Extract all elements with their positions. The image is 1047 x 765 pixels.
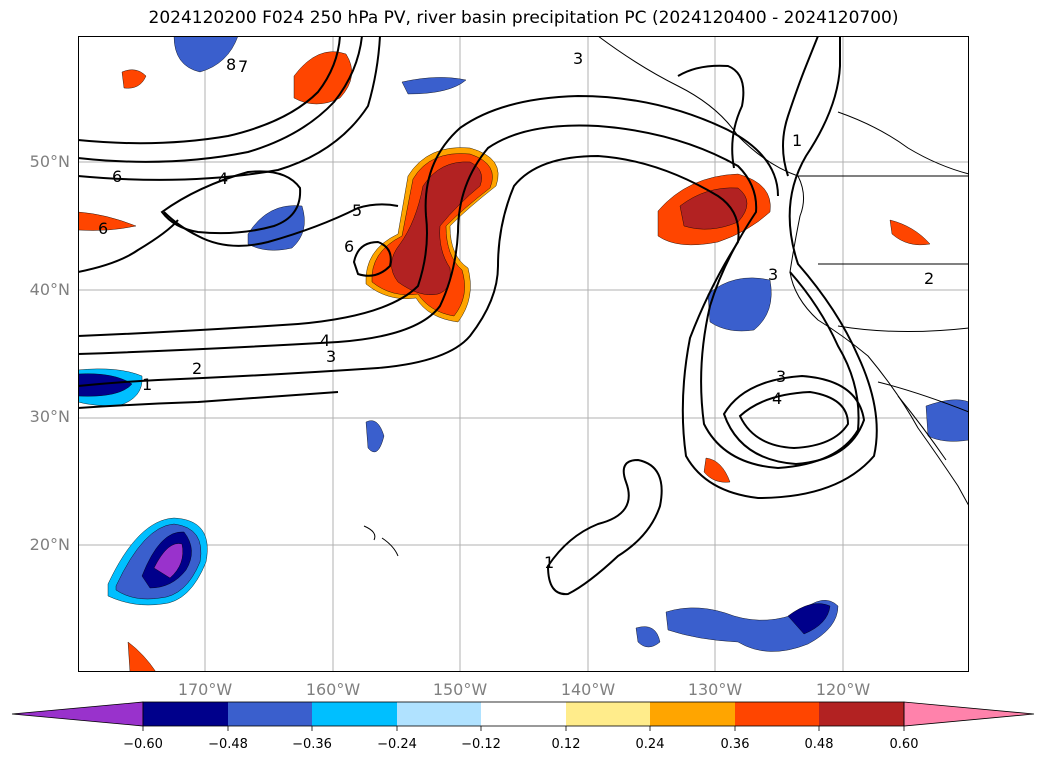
colorbar-segment — [312, 702, 397, 726]
lat-label-20n: 20°N — [29, 535, 70, 554]
contour-label: 3 — [573, 49, 583, 68]
contour-label: 2 — [192, 359, 202, 378]
colorbar-tick-label: 0.36 — [720, 737, 750, 752]
colorbar-tick-label: 0.48 — [804, 737, 834, 752]
contour-label: 1 — [142, 375, 152, 394]
negative-patch-south-east — [665, 600, 839, 652]
contour-label: 6 — [112, 167, 122, 186]
positive-patch-small-1 — [121, 69, 147, 89]
map-title: 2024120200 F024 250 hPa PV, river basin … — [148, 8, 899, 28]
negative-patch-north — [173, 36, 239, 73]
contour-label: 4 — [320, 331, 330, 350]
colorbar-tick-label: 0.24 — [635, 737, 665, 752]
colorbar-tick-label: −0.12 — [461, 737, 501, 752]
colorbar-tick-label: −0.60 — [123, 737, 163, 752]
contour-label: 4 — [218, 169, 228, 188]
contour-label: 2 — [924, 269, 934, 288]
contour-label: 1 — [544, 553, 554, 572]
colorbar-extend-low — [11, 701, 144, 727]
contour-label: 3 — [768, 265, 778, 284]
negative-patch-alaska — [401, 77, 467, 95]
contour-label: 7 — [238, 57, 248, 76]
colorbar-segment — [481, 702, 566, 726]
colorbar-tick-label: 0.60 — [889, 737, 919, 752]
colorbar-segment — [228, 702, 312, 726]
map-canvas: 3 8 7 6 4 5 6 6 1 2 4 3 1 3 4 3 2 1 — [78, 36, 969, 672]
negative-patch-california — [707, 277, 772, 332]
coastlines — [363, 36, 969, 557]
contour-label: 5 — [352, 201, 362, 220]
contour-label: 8 — [226, 55, 236, 74]
map-plot-area: 3 8 7 6 4 5 6 6 1 2 4 3 1 3 4 3 2 1 — [78, 36, 969, 672]
negative-patch-south-small — [635, 626, 661, 648]
positive-patch-gulf-alaska — [293, 51, 352, 105]
lon-label-130w: 130°W — [687, 680, 743, 699]
negative-patch-hawaii-north — [365, 420, 385, 453]
lon-label-140w: 140°W — [560, 680, 616, 699]
colorbar-segment — [735, 702, 819, 726]
positive-patch-small-2 — [78, 211, 137, 231]
lat-label-40n: 40°N — [29, 280, 70, 299]
colorbar-tick-label: −0.24 — [377, 737, 417, 752]
positive-patch-small-3 — [889, 219, 931, 246]
lon-label-170w: 170°W — [177, 680, 233, 699]
colorbar-tick-label: −0.36 — [292, 737, 332, 752]
colorbar-segment — [819, 702, 904, 726]
contour-label: 4 — [772, 389, 782, 408]
colorbar-segment — [650, 702, 735, 726]
colorbar-tick-label: 0.12 — [551, 737, 581, 752]
lon-label-160w: 160°W — [305, 680, 361, 699]
positive-patch-small-4 — [703, 457, 731, 483]
pv-contours — [78, 36, 878, 596]
colorbar — [11, 701, 1035, 731]
colorbar-segment — [566, 702, 650, 726]
contour-label: 1 — [792, 131, 802, 150]
contour-label: 6 — [344, 237, 354, 256]
contour-label: 3 — [776, 367, 786, 386]
colorbar-tick-label: −0.48 — [208, 737, 248, 752]
lon-label-120w: 120°W — [815, 680, 871, 699]
colorbar-extend-high — [903, 701, 1035, 727]
contour-label: 3 — [326, 347, 336, 366]
contour-label-group: 3 8 7 6 4 5 6 6 1 2 4 3 1 3 4 3 2 1 — [98, 49, 934, 572]
colorbar-segment — [397, 702, 481, 726]
colorbar-segment — [143, 702, 228, 726]
lat-label-50n: 50°N — [29, 152, 70, 171]
lat-label-30n: 30°N — [29, 407, 70, 426]
lon-label-150w: 150°W — [432, 680, 488, 699]
negative-patch-baja — [925, 399, 969, 442]
contour-label: 6 — [98, 219, 108, 238]
positive-patch-small-5 — [127, 641, 157, 672]
